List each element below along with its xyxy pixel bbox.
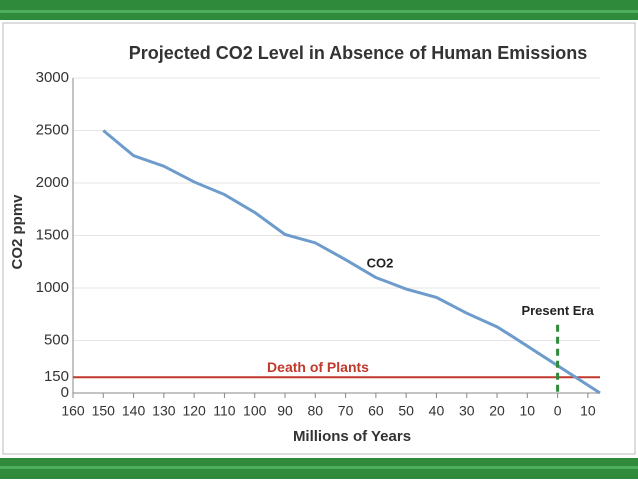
x-tick-label: 110 — [213, 403, 236, 419]
x-tick-label: 150 — [92, 403, 116, 419]
x-axis-label: Millions of Years — [293, 428, 411, 445]
present-label: Present Era — [521, 303, 594, 318]
x-tick-label: 40 — [429, 403, 445, 419]
x-tick-label: 140 — [122, 403, 146, 419]
x-tick-label: 50 — [398, 403, 414, 419]
y-axis-label: CO2 ppmv — [9, 194, 26, 270]
chart-title: Projected CO2 Level in Absence of Human … — [129, 43, 587, 63]
y-tick-label: 2000 — [36, 174, 69, 191]
series-label: CO2 — [367, 255, 394, 270]
top-stripe — [0, 10, 638, 13]
y-tick-label: 1000 — [36, 279, 69, 296]
x-tick-label: 80 — [308, 403, 324, 419]
x-tick-label: 30 — [459, 403, 475, 419]
y-tick-label: 1500 — [36, 226, 69, 243]
death-value: 150 — [44, 368, 69, 385]
x-tick-label: 10 — [520, 403, 536, 419]
x-tick-label: 90 — [277, 403, 293, 419]
x-tick-label: 0 — [554, 403, 562, 419]
x-tick-label: 100 — [243, 403, 267, 419]
x-tick-label: 70 — [338, 403, 354, 419]
y-tick-label: 2500 — [36, 121, 69, 138]
y-tick-label: 0 — [61, 384, 69, 401]
x-tick-label: 20 — [489, 403, 505, 419]
bottom-stripe — [0, 466, 638, 469]
x-tick-label: 160 — [61, 403, 85, 419]
x-tick-label: 10 — [580, 403, 596, 419]
death-label: Death of Plants — [267, 359, 369, 375]
x-tick-label: 60 — [368, 403, 384, 419]
data-line — [102, 129, 601, 395]
chart-frame — [2, 22, 636, 455]
y-tick-label: 500 — [44, 331, 69, 348]
y-tick-label: 3000 — [36, 69, 69, 86]
x-tick-label: 120 — [182, 403, 206, 419]
x-tick-label: 130 — [152, 403, 176, 419]
